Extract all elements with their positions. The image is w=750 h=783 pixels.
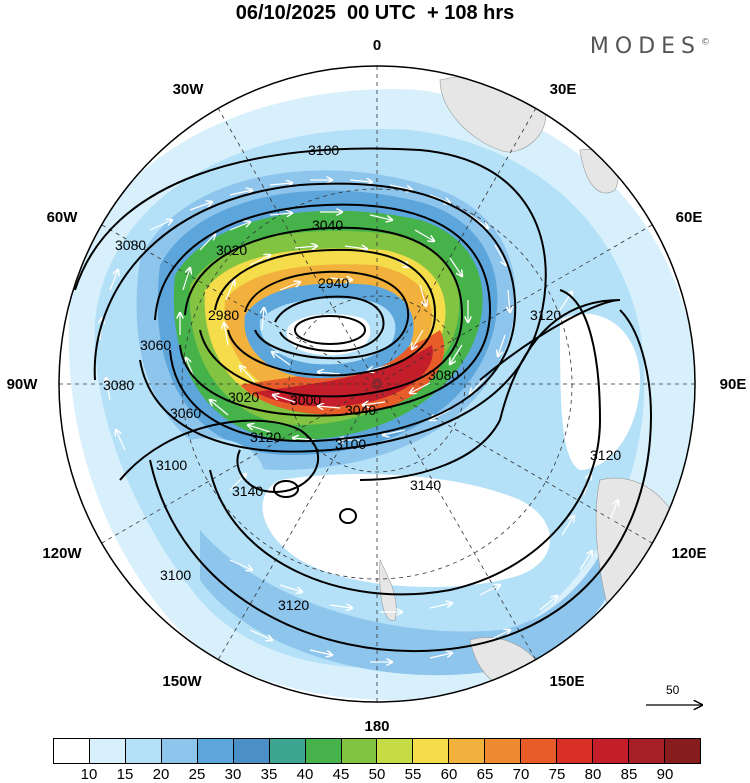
colorbar-ticks: 10 15 20 25 30 35 40 45 50 55 60 65 70 75 80 85 90 bbox=[53, 766, 701, 783]
colorbar-swatch bbox=[593, 739, 629, 763]
lon-label-60w: 60W bbox=[47, 209, 79, 226]
arrow-right-icon bbox=[646, 683, 706, 713]
colorbar-tick-label: 75 bbox=[548, 766, 566, 783]
colorbar-swatch bbox=[197, 739, 234, 763]
colorbar-tick-label: 90 bbox=[656, 766, 674, 783]
contour-label: 2980 bbox=[208, 307, 239, 323]
longitude-labels: 0 30E 60E 90E 120E 150E 180 150W 120W 90… bbox=[7, 37, 747, 735]
colorbar-tick-label: 30 bbox=[224, 766, 242, 783]
colorbar bbox=[53, 738, 701, 764]
lon-label-180: 180 bbox=[364, 718, 389, 735]
wind-vectors bbox=[100, 180, 618, 662]
contour-label: 3000 bbox=[290, 392, 321, 408]
map-title: 06/10/2025 00 UTC + 108 hrs bbox=[235, 2, 515, 24]
colorbar-swatch bbox=[269, 739, 306, 763]
colorbar-tick-label: 25 bbox=[188, 766, 206, 783]
contour-label: 3080 bbox=[115, 237, 146, 253]
colorbar-tick-label: 20 bbox=[152, 766, 170, 783]
reference-vector: 50 bbox=[646, 683, 706, 713]
contour-label: 3080 bbox=[428, 367, 459, 383]
contour-label: 3120 bbox=[250, 429, 281, 445]
lon-label-120e: 120E bbox=[671, 545, 706, 562]
contour-label: 3100 bbox=[156, 457, 187, 473]
wind-speed-shading bbox=[59, 66, 695, 702]
contour-label: 3060 bbox=[170, 405, 201, 421]
colorbar-swatch bbox=[521, 739, 558, 763]
colorbar-tick-label: 50 bbox=[368, 766, 386, 783]
colorbar-tick-label: 40 bbox=[296, 766, 314, 783]
contour-labels: 3100 3040 3020 2940 2980 3080 3060 3080 … bbox=[103, 142, 621, 613]
colorbar-tick-label: 15 bbox=[116, 766, 134, 783]
contour-label: 2940 bbox=[318, 275, 349, 291]
contour-label: 3100 bbox=[335, 436, 366, 452]
colorbar-tick-label: 55 bbox=[404, 766, 422, 783]
copyright-mark: © bbox=[701, 37, 710, 48]
lon-label-90w: 90W bbox=[7, 376, 39, 393]
colorbar-swatch bbox=[413, 739, 450, 763]
contour-label: 3100 bbox=[160, 567, 191, 583]
colorbar-swatch bbox=[125, 739, 162, 763]
colorbar-tick-label: 10 bbox=[80, 766, 98, 783]
colorbar-swatch bbox=[377, 739, 414, 763]
contour-label: 3120 bbox=[278, 597, 309, 613]
contour-label: 3100 bbox=[308, 142, 339, 158]
colorbar-swatch bbox=[161, 739, 198, 763]
lon-label-30e: 30E bbox=[550, 81, 577, 98]
colorbar-swatch bbox=[664, 739, 700, 763]
lon-label-150e: 150E bbox=[549, 673, 584, 690]
lon-label-150w: 150W bbox=[162, 673, 202, 690]
colorbar-swatch bbox=[449, 739, 486, 763]
colorbar-swatch bbox=[341, 739, 378, 763]
colorbar-tick-label: 80 bbox=[584, 766, 602, 783]
colorbar-tick-label: 85 bbox=[620, 766, 638, 783]
lon-label-120w: 120W bbox=[42, 545, 82, 562]
contour-label: 3040 bbox=[312, 217, 343, 233]
colorbar-swatch bbox=[89, 739, 126, 763]
height-contours bbox=[74, 147, 652, 652]
lon-label-90e: 90E bbox=[720, 376, 747, 393]
colorbar-tick-label: 45 bbox=[332, 766, 350, 783]
contour-label: 3040 bbox=[345, 402, 376, 418]
contour-label: 3020 bbox=[228, 389, 259, 405]
colorbar-swatch bbox=[485, 739, 522, 763]
colorbar-swatch bbox=[557, 739, 594, 763]
contour-label: 3140 bbox=[410, 477, 441, 493]
colorbar-swatch bbox=[305, 739, 342, 763]
brand-logo: MODES© bbox=[590, 34, 710, 59]
colorbar-tick-label: 60 bbox=[440, 766, 458, 783]
graticule bbox=[59, 66, 695, 702]
reference-vector-label: 50 bbox=[666, 683, 680, 697]
colorbar-tick-label: 65 bbox=[476, 766, 494, 783]
colorbar-swatch bbox=[233, 739, 270, 763]
brand-name: MODES bbox=[589, 34, 701, 59]
contour-label: 3120 bbox=[530, 307, 561, 323]
contour-label: 3060 bbox=[140, 337, 171, 353]
colorbar-swatch bbox=[629, 739, 665, 763]
colorbar-tick-label: 70 bbox=[512, 766, 530, 783]
colorbar-tick-label: 35 bbox=[260, 766, 278, 783]
lon-label-0: 0 bbox=[373, 37, 381, 54]
colorbar-swatch bbox=[54, 739, 90, 763]
contour-label: 3140 bbox=[232, 483, 263, 499]
map-boundary bbox=[58, 65, 696, 703]
lon-label-30w: 30W bbox=[173, 81, 205, 98]
contour-label: 3020 bbox=[216, 242, 247, 258]
contour-label: 3120 bbox=[590, 447, 621, 463]
contour-label: 3080 bbox=[103, 377, 134, 393]
lon-label-60e: 60E bbox=[676, 209, 703, 226]
